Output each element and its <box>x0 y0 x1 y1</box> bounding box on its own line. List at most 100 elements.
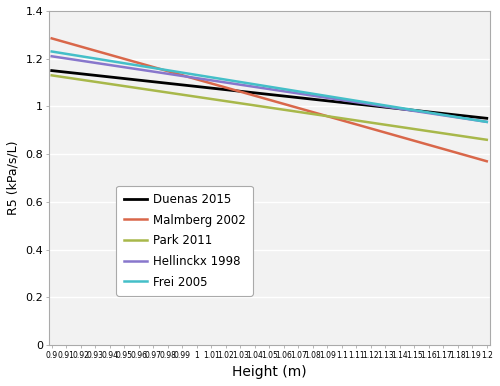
Duenas 2015 <box>179 83 185 87</box>
Malmberg 2002 <box>48 36 54 41</box>
Malmberg 2002 <box>222 85 228 90</box>
Frei 2005 <box>106 59 112 63</box>
Duenas 2015 <box>136 78 141 83</box>
Malmberg 2002 <box>324 114 330 119</box>
Park 2011 <box>194 95 200 99</box>
Hellinckx 1998 <box>470 117 476 122</box>
Malmberg 2002 <box>280 102 286 106</box>
Duenas 2015 <box>295 95 301 100</box>
Park 2011 <box>164 90 170 95</box>
Duenas 2015 <box>353 102 359 106</box>
Frei 2005 <box>252 82 258 87</box>
Park 2011 <box>280 107 286 112</box>
Line: Hellinckx 1998: Hellinckx 1998 <box>52 56 487 122</box>
Park 2011 <box>121 84 127 88</box>
Malmberg 2002 <box>208 81 214 86</box>
Duenas 2015 <box>338 100 344 105</box>
Duenas 2015 <box>310 97 316 102</box>
Line: Park 2011: Park 2011 <box>52 75 487 140</box>
Park 2011 <box>92 80 98 84</box>
Duenas 2015 <box>121 76 127 81</box>
Hellinckx 1998 <box>368 102 374 107</box>
Hellinckx 1998 <box>63 56 69 61</box>
X-axis label: Height (m): Height (m) <box>232 365 306 379</box>
Duenas 2015 <box>368 103 374 108</box>
Duenas 2015 <box>92 73 98 78</box>
Frei 2005 <box>353 98 359 103</box>
Park 2011 <box>368 120 374 125</box>
Hellinckx 1998 <box>164 71 170 76</box>
Hellinckx 1998 <box>106 63 112 67</box>
Malmberg 2002 <box>179 73 185 78</box>
Hellinckx 1998 <box>338 98 344 102</box>
Frei 2005 <box>484 120 490 124</box>
Frei 2005 <box>295 89 301 94</box>
Hellinckx 1998 <box>150 69 156 74</box>
Malmberg 2002 <box>121 56 127 61</box>
Malmberg 2002 <box>470 155 476 159</box>
Park 2011 <box>310 112 316 116</box>
Line: Malmberg 2002: Malmberg 2002 <box>52 38 487 161</box>
Duenas 2015 <box>280 94 286 98</box>
Duenas 2015 <box>455 113 461 117</box>
Frei 2005 <box>470 117 476 122</box>
Malmberg 2002 <box>194 77 200 82</box>
Duenas 2015 <box>324 98 330 103</box>
Duenas 2015 <box>63 70 69 74</box>
Park 2011 <box>78 77 84 82</box>
Frei 2005 <box>310 91 316 96</box>
Duenas 2015 <box>194 84 200 89</box>
Line: Frei 2005: Frei 2005 <box>52 51 487 122</box>
Frei 2005 <box>440 113 446 117</box>
Hellinckx 1998 <box>412 108 418 113</box>
Hellinckx 1998 <box>353 100 359 105</box>
Malmberg 2002 <box>310 110 316 114</box>
Duenas 2015 <box>382 105 388 110</box>
Park 2011 <box>48 73 54 78</box>
Hellinckx 1998 <box>208 78 214 83</box>
Frei 2005 <box>412 108 418 112</box>
Park 2011 <box>484 137 490 142</box>
Park 2011 <box>324 114 330 119</box>
Frei 2005 <box>63 52 69 56</box>
Malmberg 2002 <box>440 147 446 151</box>
Duenas 2015 <box>266 92 272 97</box>
Hellinckx 1998 <box>237 82 243 87</box>
Hellinckx 1998 <box>324 95 330 100</box>
Duenas 2015 <box>78 71 84 76</box>
Malmberg 2002 <box>136 61 141 65</box>
Park 2011 <box>222 99 228 103</box>
Malmberg 2002 <box>412 139 418 143</box>
Duenas 2015 <box>412 108 418 113</box>
Malmberg 2002 <box>295 106 301 110</box>
Frei 2005 <box>368 101 374 105</box>
Frei 2005 <box>150 66 156 70</box>
Frei 2005 <box>382 103 388 108</box>
Hellinckx 1998 <box>440 113 446 118</box>
Park 2011 <box>426 129 432 134</box>
Frei 2005 <box>280 87 286 91</box>
Hellinckx 1998 <box>78 58 84 63</box>
Duenas 2015 <box>208 86 214 90</box>
Malmberg 2002 <box>484 159 490 164</box>
Hellinckx 1998 <box>48 54 54 59</box>
Hellinckx 1998 <box>252 85 258 89</box>
Hellinckx 1998 <box>310 93 316 98</box>
Frei 2005 <box>338 96 344 101</box>
Frei 2005 <box>164 68 170 73</box>
Frei 2005 <box>324 94 330 98</box>
Frei 2005 <box>426 110 432 115</box>
Frei 2005 <box>455 115 461 120</box>
Malmberg 2002 <box>353 122 359 127</box>
Duenas 2015 <box>222 87 228 92</box>
Duenas 2015 <box>440 111 446 116</box>
Hellinckx 1998 <box>280 89 286 93</box>
Duenas 2015 <box>252 91 258 95</box>
Park 2011 <box>208 96 214 101</box>
Hellinckx 1998 <box>455 115 461 120</box>
Hellinckx 1998 <box>397 107 403 111</box>
Hellinckx 1998 <box>382 104 388 109</box>
Malmberg 2002 <box>252 93 258 98</box>
Park 2011 <box>338 116 344 120</box>
Frei 2005 <box>266 85 272 89</box>
